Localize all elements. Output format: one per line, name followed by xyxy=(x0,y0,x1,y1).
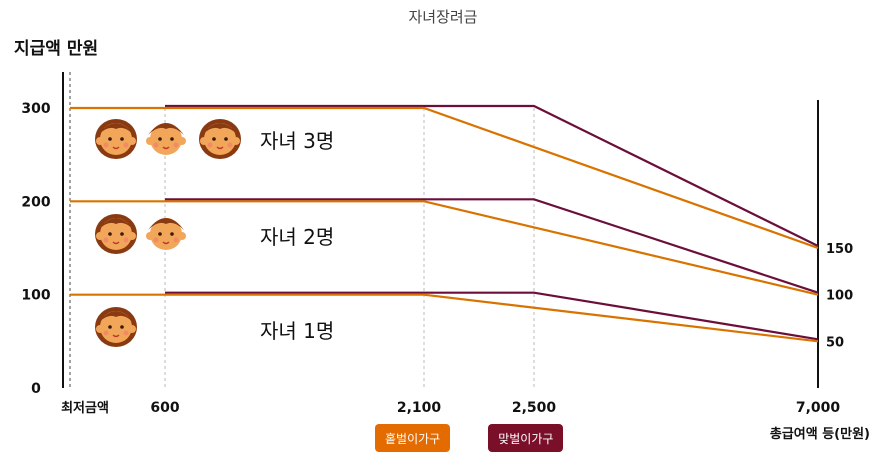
child-face-icon xyxy=(95,214,137,254)
child-face-icon xyxy=(146,218,186,250)
right-tick-label: 50 xyxy=(826,335,844,350)
dual-income-line-1 xyxy=(165,291,819,341)
right-tick-label: 150 xyxy=(826,242,853,257)
x-tick-label: 2,100 xyxy=(397,400,442,416)
dual-income-line-3 xyxy=(165,104,819,247)
legend-single-income[interactable]: 홑벌이가구 xyxy=(375,424,451,452)
y-tick-label: 200 xyxy=(21,194,50,210)
x-tick-label: 7,000 xyxy=(796,400,841,416)
child-face-icon xyxy=(146,123,186,155)
y-tick-label: 100 xyxy=(21,288,50,304)
single-income-line-2 xyxy=(70,200,819,296)
x-axis-title: 총급여액 등(만원) xyxy=(770,426,870,442)
legend: 홑벌이가구 맞벌이가구 xyxy=(375,424,564,452)
y-tick-label: 0 xyxy=(31,381,41,397)
y-axis-title: 지급액 만원 xyxy=(14,39,98,59)
x-tick-label: 2,500 xyxy=(512,400,557,416)
single-income-line-1 xyxy=(70,293,819,343)
legend-dual-income[interactable]: 맞벌이가구 xyxy=(488,424,564,452)
right-tick-label: 100 xyxy=(826,289,853,304)
child-face-icon xyxy=(95,307,137,347)
x-tick-label: 600 xyxy=(150,400,179,416)
single-income-line-3 xyxy=(70,106,819,250)
child-face-icon xyxy=(95,119,137,159)
group-label-2: 자녀 2명 xyxy=(260,225,334,249)
x-tick-label: 최저금액 xyxy=(61,401,109,416)
group-label-3: 자녀 3명 xyxy=(260,129,334,153)
group-label-1: 자녀 1명 xyxy=(260,319,334,343)
chart-title: 자녀장려금 xyxy=(408,8,478,26)
dual-income-line-2 xyxy=(165,198,819,294)
child-face-icon xyxy=(199,119,241,159)
y-tick-label: 300 xyxy=(21,101,50,117)
